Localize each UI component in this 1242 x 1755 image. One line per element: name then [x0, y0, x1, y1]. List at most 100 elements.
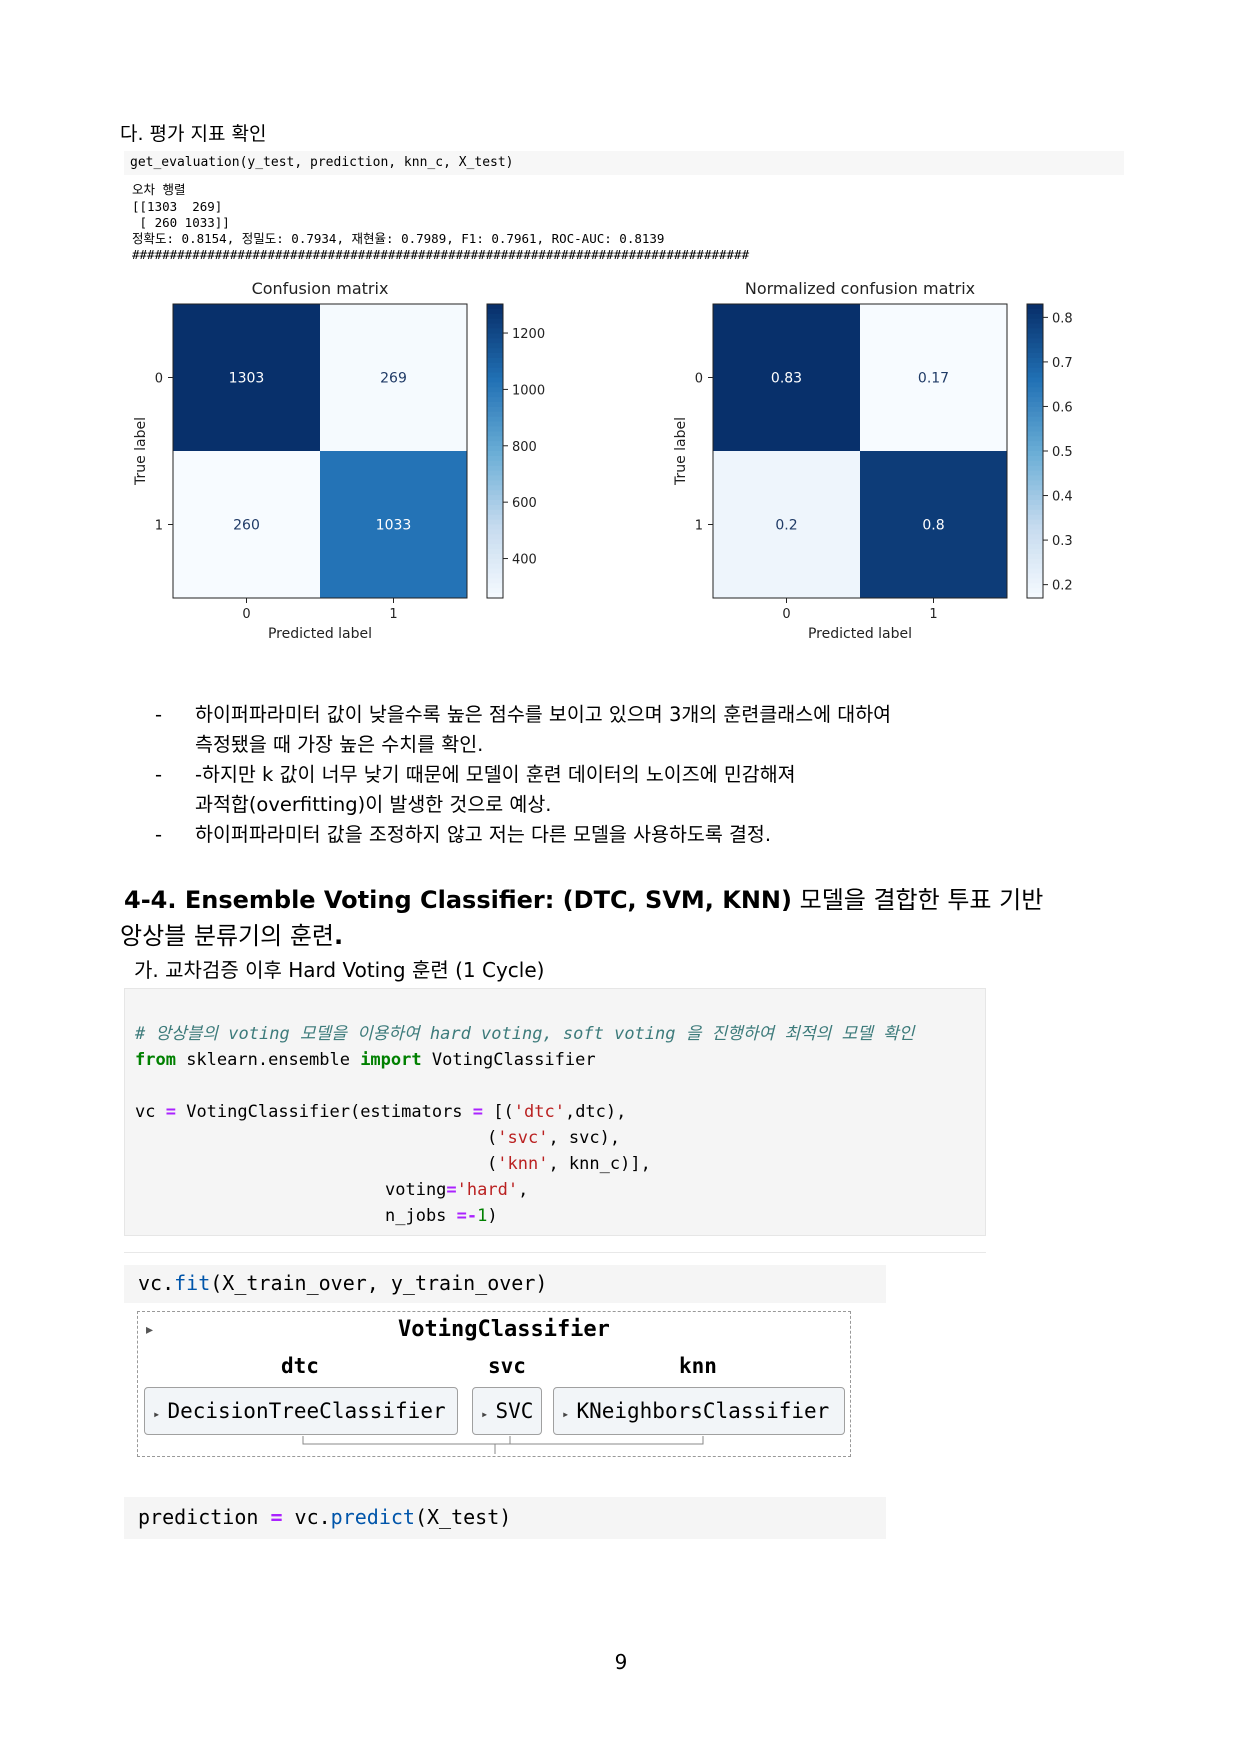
- colorbar-segment: [1027, 451, 1043, 457]
- voting-comma: ,: [518, 1180, 529, 1200]
- widget-title[interactable]: VotingClassifier: [398, 1317, 610, 1342]
- heatmap-cell: [320, 304, 467, 451]
- x-axis-label: Predicted label: [808, 626, 912, 642]
- colorbar-segment: [1027, 568, 1043, 575]
- colorbar-segment: [487, 397, 503, 403]
- colorbar-segment: [487, 544, 503, 550]
- colorbar-segment: [1027, 475, 1043, 481]
- colorbar-tick-label: 800: [512, 440, 537, 455]
- colorbar-segment: [1027, 387, 1043, 393]
- expand-arrow-icon: ▸: [153, 1407, 168, 1421]
- colorbar-segment: [487, 549, 503, 555]
- code-cell-predict[interactable]: prediction = vc.predict(X_test): [124, 1497, 886, 1539]
- colorbar-segment: [487, 382, 503, 388]
- colorbar-segment: [1027, 544, 1043, 550]
- estimator-knn[interactable]: ▸ KNeighborsClassifier: [553, 1387, 845, 1435]
- colorbar-segment: [1027, 504, 1043, 511]
- colorbar-segment: [1027, 578, 1043, 584]
- colorbar-segment: [487, 539, 503, 545]
- colorbar-segment: [487, 338, 503, 344]
- colorbar-segment: [1027, 524, 1043, 530]
- colorbar-segment: [1027, 436, 1043, 442]
- colorbar-segment: [487, 465, 503, 472]
- predict-lhs: prediction: [138, 1505, 271, 1529]
- x-tick-label: 0: [242, 607, 250, 622]
- njobs-key: n_jobs: [385, 1206, 457, 1226]
- colorbar-segment: [1027, 313, 1043, 320]
- var-vc: vc: [135, 1102, 166, 1122]
- colorbar-segment: [1027, 465, 1043, 472]
- colorbar-segment: [1027, 357, 1043, 364]
- est2-rest: , svc),: [548, 1128, 621, 1148]
- voting-classifier-widget[interactable]: ▸ VotingClassifier dtc svc knn ▸ Decisio…: [137, 1311, 851, 1457]
- heading-rest-2: 앙상블 분류기의 훈련: [120, 922, 334, 950]
- cell-value-label: 260: [233, 518, 260, 534]
- colorbar-segment: [1027, 382, 1043, 388]
- colorbar-segment: [487, 504, 503, 511]
- colorbar-segment: [1027, 406, 1043, 413]
- colorbar-tick-label: 0.5: [1052, 445, 1073, 460]
- code-comment: # 앙상블의 voting 모델을 이용하여 hard voting, soft…: [135, 1024, 915, 1044]
- code-cell-evaluation[interactable]: get_evaluation(y_test, prediction, knn_c…: [124, 151, 1124, 175]
- colorbar-segment: [1027, 402, 1043, 408]
- colorbar-segment: [1027, 446, 1043, 452]
- colorbar-segment: [1027, 553, 1043, 560]
- colorbar-segment: [1027, 529, 1043, 535]
- heatmap-cell: [713, 304, 860, 451]
- estimator-dtc[interactable]: ▸ DecisionTreeClassifier: [144, 1387, 458, 1435]
- colorbar-segment: [1027, 318, 1043, 325]
- colorbar-segment: [487, 578, 503, 584]
- predict-obj: vc.: [282, 1505, 331, 1529]
- heatmap-cell: [173, 451, 320, 598]
- colorbar-segment: [487, 421, 503, 428]
- code-cell-fit[interactable]: vc.fit(X_train_over, y_train_over): [124, 1265, 886, 1303]
- class-name: VotingClassifier: [421, 1050, 596, 1070]
- est1-str: 'dtc': [513, 1102, 565, 1122]
- est2-str: 'svc': [497, 1128, 549, 1148]
- code-cell-voting[interactable]: # 앙상블의 voting 모델을 이용하여 hard voting, soft…: [124, 988, 986, 1236]
- colorbar-segment: [487, 416, 503, 423]
- colorbar-segment: [1027, 441, 1043, 447]
- expand-arrow-icon: ▸: [562, 1407, 577, 1421]
- colorbar-segment: [1027, 353, 1043, 359]
- y-axis-label: True label: [133, 417, 149, 486]
- colorbar-frame: [486, 303, 504, 599]
- colorbar-segment: [1027, 514, 1043, 521]
- colorbar-segment: [1027, 588, 1043, 594]
- colorbar-segment: [487, 372, 503, 379]
- estimator-svc[interactable]: ▸ SVC: [472, 1387, 542, 1435]
- colorbar-segment: [487, 519, 503, 526]
- colorbar-segment: [1027, 573, 1043, 579]
- colorbar-segment: [1027, 500, 1043, 506]
- colorbar-segment: [487, 593, 503, 599]
- expand-arrow-icon[interactable]: ▸: [146, 1322, 154, 1338]
- colorbar-segment: [487, 436, 503, 442]
- x-tick-label: 1: [389, 607, 397, 622]
- colorbar-segment: [1027, 377, 1043, 383]
- confusion-matrix-chart: Confusion matrix 1303 269 260 1033 0 1 0 1 Predic…: [133, 279, 545, 642]
- expand-arrow-icon: ▸: [481, 1407, 496, 1421]
- colorbar-segment: [487, 387, 503, 393]
- kw-from: from: [135, 1050, 176, 1070]
- colorbar-segment: [487, 348, 503, 354]
- colorbar-segment: [487, 426, 503, 432]
- heading-bold: 4-4. Ensemble Voting Classifier: (DTC, S…: [124, 886, 792, 914]
- page-number: 9: [614, 1650, 628, 1674]
- colorbar-segment: [1027, 490, 1043, 496]
- colorbar-segment: [1027, 455, 1043, 462]
- chart-title: Confusion matrix: [252, 279, 389, 298]
- est3-str: 'knn': [497, 1154, 549, 1174]
- predict-args: (X_test): [414, 1505, 512, 1529]
- colorbar-tick-label: 600: [512, 496, 537, 511]
- colorbar-segment: [1027, 583, 1043, 589]
- colorbar-segment: [1027, 534, 1043, 540]
- colorbar-segment: [487, 573, 503, 579]
- colorbar-segment: [487, 490, 503, 496]
- colorbar-segment: [487, 460, 503, 467]
- colorbar-tick-label: 0.6: [1052, 400, 1073, 415]
- est1-rest: ,dtc),: [564, 1102, 627, 1122]
- colorbar-segment: [1027, 392, 1043, 398]
- colorbar-segment: [1027, 460, 1043, 467]
- subheading: 가. 교차검증 이후 Hard Voting 훈련 (1 Cycle): [134, 958, 545, 982]
- colorbar-segment: [1027, 563, 1043, 570]
